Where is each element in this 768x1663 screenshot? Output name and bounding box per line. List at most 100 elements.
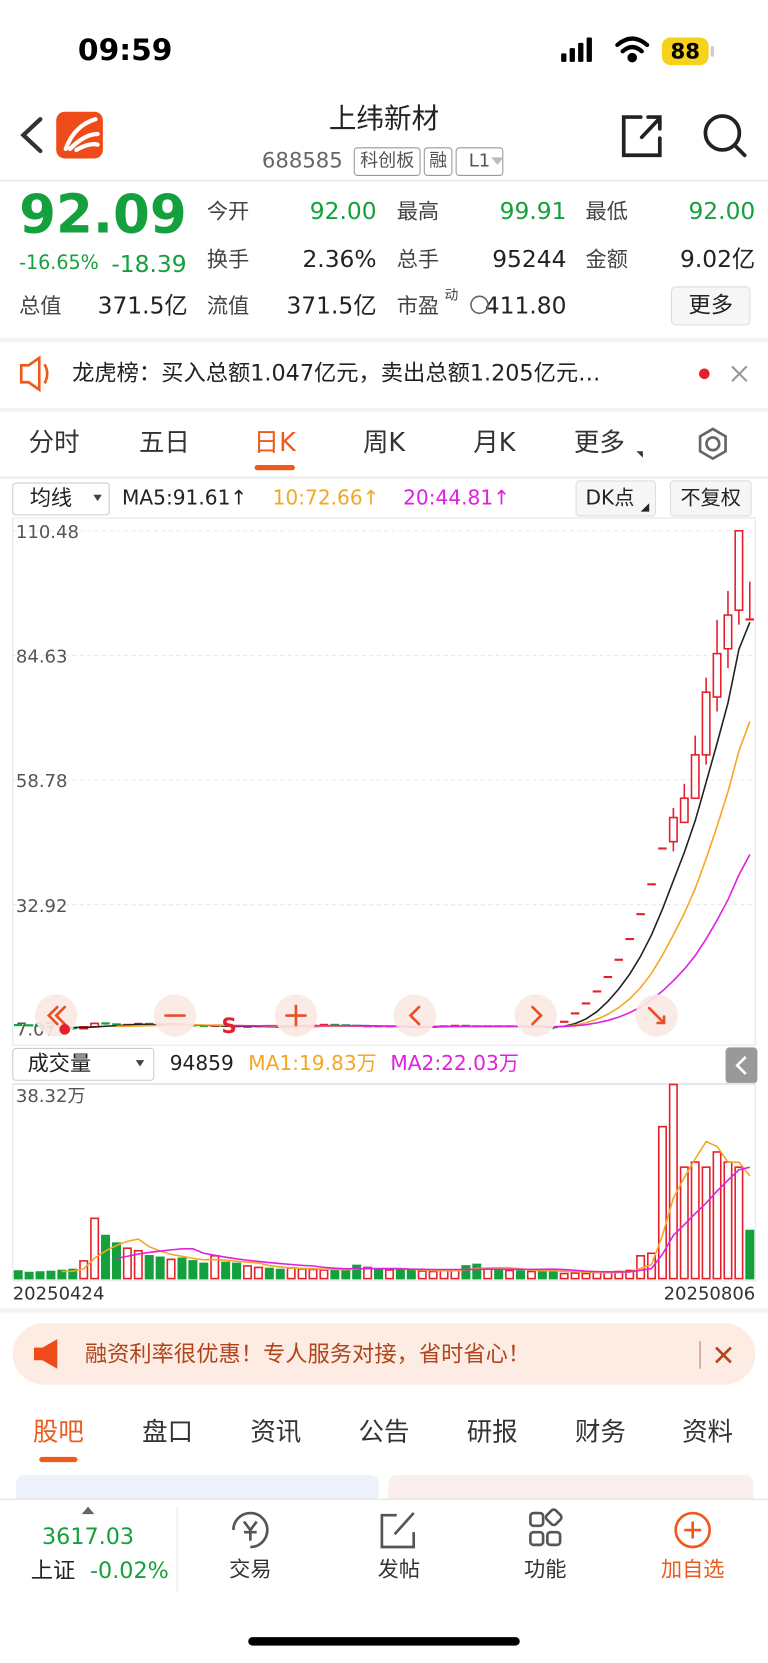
price-tick-label: 58.78	[16, 771, 68, 792]
change: -18.39	[111, 250, 186, 278]
candle-body	[690, 754, 700, 800]
share-button[interactable]	[621, 115, 662, 158]
tag: 融	[429, 151, 447, 172]
nav-item[interactable]: 功能	[524, 1557, 566, 1582]
subtab[interactable]: 研报	[467, 1417, 518, 1447]
volume-bar	[581, 1272, 591, 1280]
field-value: 95244	[492, 245, 566, 273]
close-ad[interactable]	[715, 1346, 732, 1364]
volume-bar	[199, 1262, 209, 1280]
collapse-icon	[735, 1055, 747, 1075]
nav-item[interactable]: 交易	[229, 1557, 271, 1582]
volume-bar	[35, 1271, 45, 1280]
subtab[interactable]: 盘口	[142, 1417, 193, 1447]
index-value[interactable]: 3617.03	[42, 1524, 134, 1550]
notice-text[interactable]: 龙虎榜：买入总额1.047亿元，卖出总额1.205亿元…	[72, 360, 600, 386]
price-tick-label: 110.48	[16, 522, 79, 543]
subtab[interactable]: 财务	[575, 1417, 626, 1447]
volume-bar	[133, 1249, 143, 1280]
dk-button[interactable]	[575, 480, 657, 517]
volume-bar	[90, 1217, 100, 1280]
index-name[interactable]: 上证	[31, 1558, 76, 1584]
tab[interactable]: 周K	[363, 428, 406, 458]
bottom-bar	[0, 1499, 768, 1663]
indicator-label[interactable]: 均线	[30, 486, 72, 511]
tab[interactable]: 月K	[473, 428, 516, 458]
volume-select[interactable]	[12, 1047, 155, 1081]
volume-bar	[734, 1166, 744, 1280]
subtab[interactable]: 资讯	[250, 1417, 301, 1447]
signal-icon	[561, 37, 592, 62]
search-button[interactable]	[703, 114, 747, 158]
tab[interactable]: 五日	[139, 428, 190, 458]
adjust-button[interactable]	[669, 480, 752, 517]
index-change[interactable]: -0.02%	[90, 1558, 169, 1584]
nav-item[interactable]: 发帖	[378, 1557, 420, 1582]
dk-label[interactable]: DK点	[586, 485, 635, 509]
status-time: 09:59	[78, 33, 172, 68]
low-dot	[59, 1024, 71, 1035]
field-label: 今开	[207, 200, 249, 225]
ad-text[interactable]: 融资利率很优惠！专人服务对接，省时省心！	[85, 1341, 530, 1367]
more-button[interactable]	[670, 286, 751, 326]
volume-bar	[177, 1257, 187, 1280]
period-tabs: 分时 五日 日K 周K 月K 更多	[29, 428, 625, 471]
volume-bar	[406, 1269, 416, 1280]
battery-level: 88	[671, 39, 701, 64]
close-notice[interactable]	[731, 365, 748, 382]
subtab[interactable]: 公告	[359, 1417, 410, 1447]
volume-bar	[515, 1270, 526, 1280]
volume-bar	[232, 1262, 242, 1280]
nav-item[interactable]: 加自选	[661, 1557, 725, 1582]
volume-bar	[712, 1151, 722, 1280]
candle-body	[723, 614, 733, 650]
separator	[0, 337, 768, 342]
field-value: 371.5亿	[98, 291, 188, 319]
ma-line	[116, 1166, 751, 1273]
content-tabs: 股吧 盘口 资讯 公告 研报 财务 资料	[33, 1417, 733, 1463]
volume-indicator[interactable]: 成交量	[28, 1051, 92, 1076]
field-label: 流值	[207, 294, 249, 319]
ma10: 10:72.66↑	[273, 485, 380, 509]
subtab[interactable]: 股吧	[33, 1417, 84, 1447]
battery-tip	[710, 45, 714, 57]
tab[interactable]: 更多	[574, 428, 625, 458]
volume-tick-label: 38.32万	[16, 1086, 86, 1107]
volume-bar	[264, 1267, 274, 1280]
adjust-label[interactable]: 不复权	[680, 485, 740, 509]
settings-button[interactable]	[698, 427, 727, 461]
field-tag: 动	[444, 287, 458, 303]
back-button[interactable]	[20, 117, 43, 154]
kline-frame	[12, 517, 756, 1046]
volume-bar	[428, 1270, 438, 1280]
tab[interactable]: 分时	[29, 428, 80, 458]
more-label[interactable]: 更多	[688, 292, 733, 318]
volume-bar	[166, 1258, 176, 1280]
dropdown-arrow[interactable]	[491, 157, 504, 165]
collapse-tab[interactable]	[725, 1047, 758, 1084]
field-value: 2.36%	[302, 245, 376, 273]
volume-bar	[592, 1271, 602, 1280]
chart-control-icons[interactable]	[46, 1004, 666, 1027]
field-value: 371.5亿	[286, 291, 376, 319]
subtab-underline	[39, 1456, 78, 1463]
volume-bar	[690, 1161, 700, 1280]
sell-marker: S	[221, 1014, 236, 1039]
volume-bar	[417, 1270, 427, 1280]
price-tick-label: 84.63	[16, 647, 68, 668]
field-label: 市盈	[397, 294, 439, 319]
indicator-select[interactable]	[12, 482, 110, 516]
volume-bar	[330, 1269, 340, 1280]
nav-items: 交易 发帖 功能 加自选	[229, 1557, 724, 1582]
subtab[interactable]: 资料	[682, 1417, 733, 1447]
volume-bar	[537, 1270, 547, 1280]
info-icon	[470, 295, 489, 315]
volume-bar	[253, 1266, 263, 1280]
tab[interactable]: 日K	[254, 428, 297, 458]
volume-bar	[745, 1229, 755, 1280]
quote-fields: 今开 92.00 最高 99.91 最低 92.00 换手 2.36% 总手 95244 金额 9.0…	[19, 197, 755, 319]
ad-banner[interactable]	[12, 1323, 756, 1385]
candle-body	[668, 816, 678, 843]
